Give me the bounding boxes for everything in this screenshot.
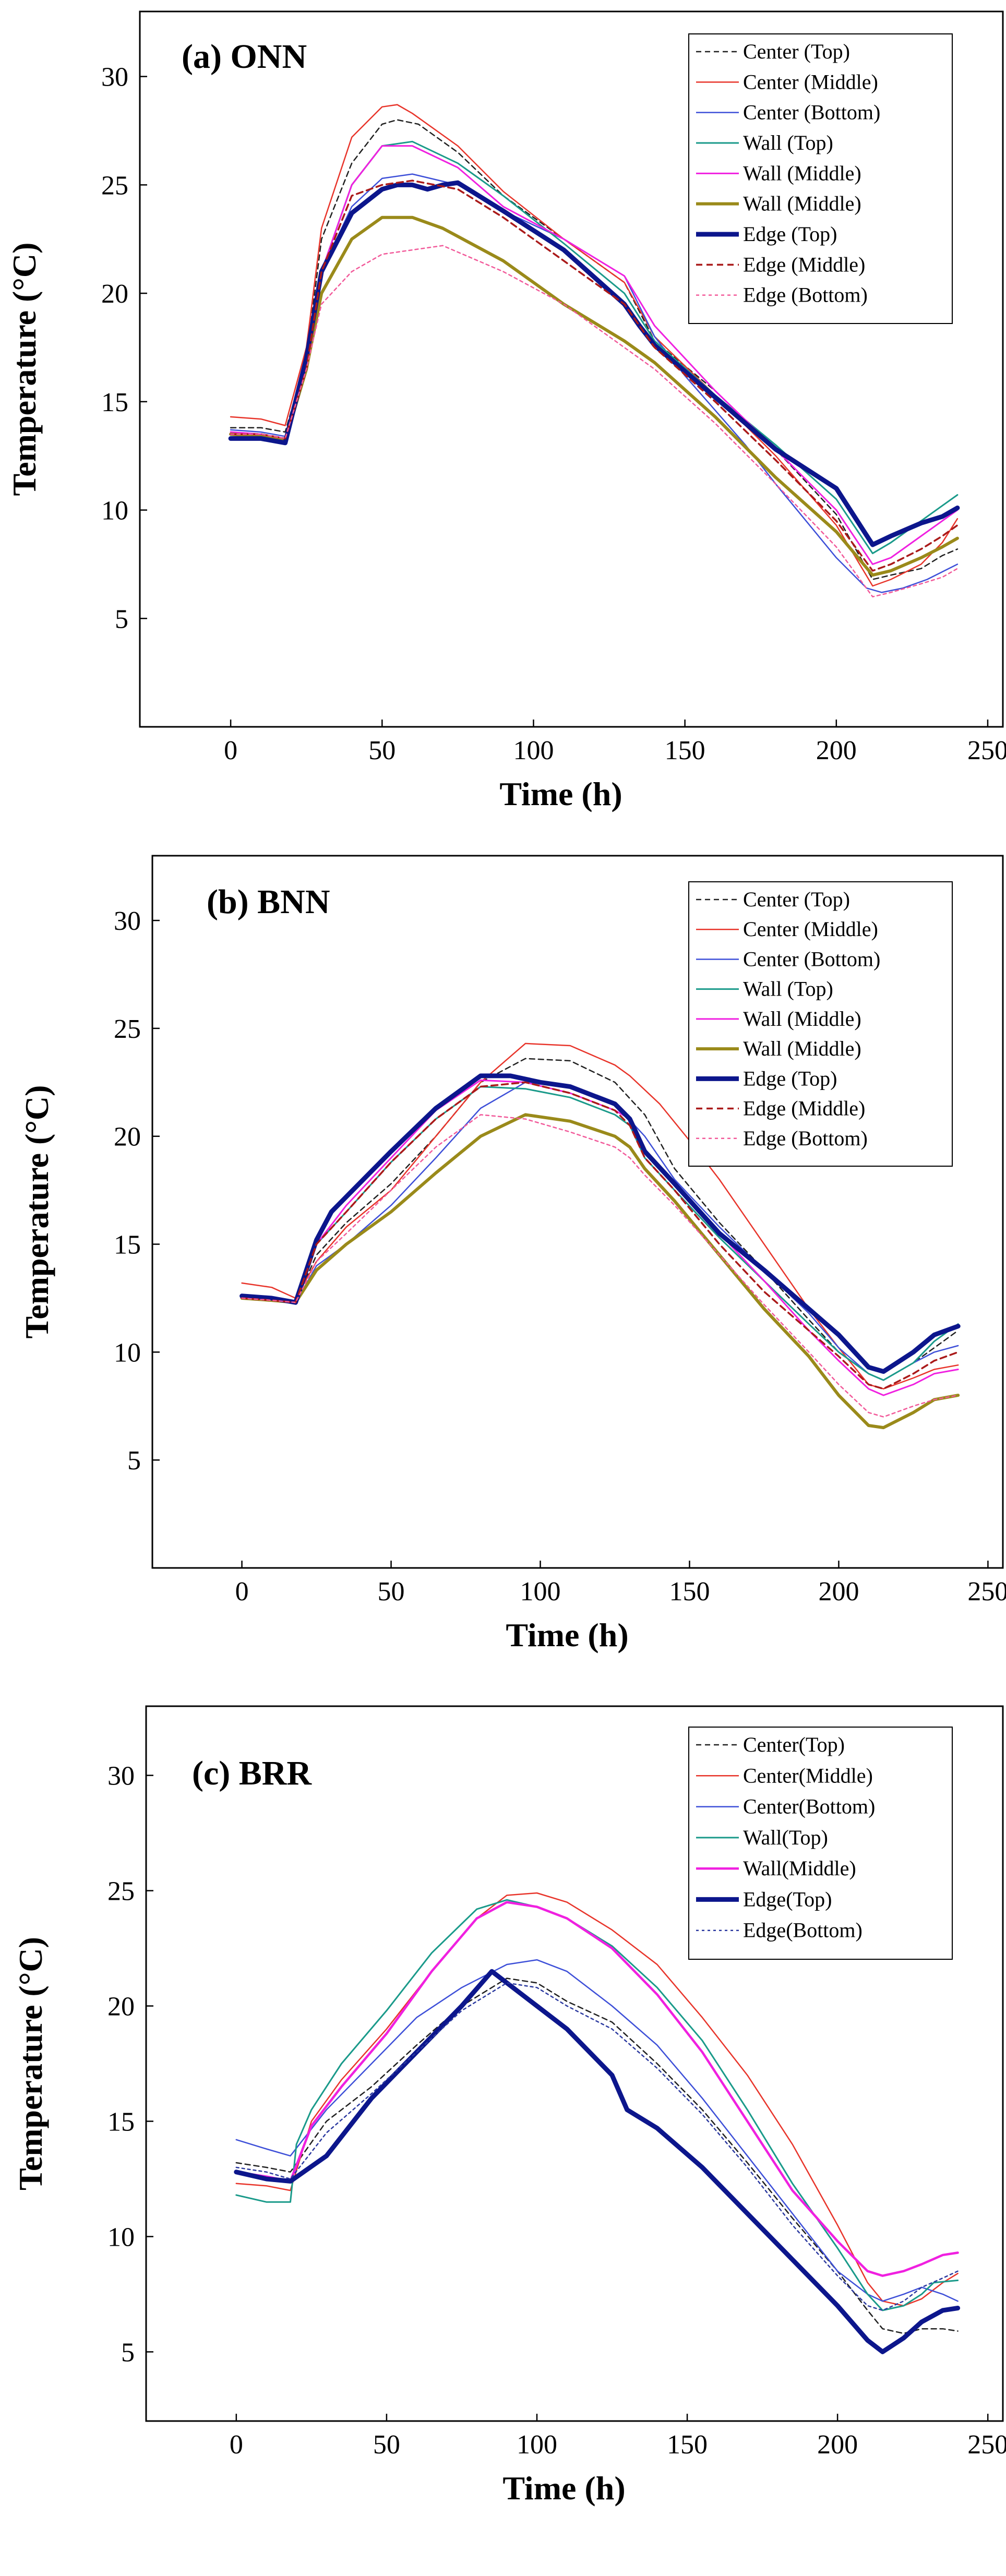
legend-label: Wall (Top) bbox=[743, 131, 833, 154]
legend: Center(Top) Center(Middle) Center(Bottom) W… bbox=[688, 1727, 953, 1960]
x-tick-label: 150 bbox=[665, 736, 705, 765]
legend: Center (Top) Center (Middle) Center (Botto… bbox=[688, 881, 953, 1167]
chart-title: (a) ONN bbox=[182, 38, 307, 76]
legend-label: Center (Middle) bbox=[743, 70, 878, 93]
x-tick-label: 0 bbox=[230, 2430, 243, 2460]
legend-label: Center(Middle) bbox=[743, 1764, 873, 1787]
y-tick-label: 10 bbox=[114, 1338, 141, 1368]
legend-label: Edge (Middle) bbox=[743, 1097, 865, 1120]
legend-label: Wall (Middle) bbox=[743, 1007, 861, 1031]
plot-frame bbox=[139, 10, 1004, 728]
x-axis-label: Time (h) bbox=[506, 1616, 628, 1654]
series-line-9 bbox=[241, 1114, 959, 1418]
legend-label: Center (Top) bbox=[743, 40, 850, 63]
x-tick-label: 100 bbox=[517, 2430, 557, 2460]
legend-label: Wall (Middle) bbox=[743, 161, 861, 185]
series-line-7 bbox=[239, 1073, 961, 1374]
y-tick-label: 5 bbox=[121, 2338, 135, 2367]
series-line-9 bbox=[230, 245, 959, 597]
chart-title: (b) BNN bbox=[207, 883, 330, 921]
y-tick-label: 20 bbox=[114, 1122, 141, 1152]
y-axis-label: Temperature (°C) bbox=[12, 1937, 49, 2190]
legend-label: Edge (Bottom) bbox=[743, 283, 868, 307]
plot-frame bbox=[151, 855, 1004, 1569]
legend-label: Wall (Middle) bbox=[743, 192, 861, 215]
legend-label: Center(Bottom) bbox=[743, 1795, 875, 1818]
y-tick-label: 20 bbox=[101, 279, 128, 309]
y-tick-label: 30 bbox=[114, 906, 141, 936]
y-tick-label: 5 bbox=[127, 1446, 141, 1476]
legend-label: Wall (Middle) bbox=[743, 1037, 861, 1060]
x-tick-label: 200 bbox=[818, 1577, 859, 1607]
legend-label: Center (Bottom) bbox=[743, 947, 880, 971]
y-tick-label: 25 bbox=[107, 1877, 135, 1907]
legend-label: Center (Bottom) bbox=[743, 101, 880, 124]
x-axis-label: Time (h) bbox=[502, 2470, 625, 2507]
series-line-7 bbox=[235, 1982, 959, 2311]
y-tick-label: 15 bbox=[114, 1230, 141, 1260]
chart-panel-3: 0 50 100 150 200 250 5 10 15 20 25 30 Time (h) Temper… bbox=[12, 1705, 1006, 2507]
x-tick-label: 50 bbox=[378, 1577, 405, 1607]
y-tick-label: 20 bbox=[107, 1992, 135, 2022]
y-tick-label: 25 bbox=[114, 1014, 141, 1044]
legend-label: Center (Top) bbox=[743, 888, 850, 911]
x-axis-label: Time (h) bbox=[499, 775, 622, 812]
series-line-3 bbox=[235, 1959, 959, 2302]
y-tick-label: 30 bbox=[107, 1762, 135, 1791]
y-axis-label: Temperature (°C) bbox=[6, 243, 43, 496]
legend-label: Center (Middle) bbox=[743, 917, 878, 941]
legend-label: Edge (Bottom) bbox=[743, 1127, 868, 1150]
x-tick-label: 0 bbox=[235, 1577, 249, 1607]
series-group bbox=[239, 1043, 961, 1430]
x-tick-label: 250 bbox=[967, 736, 1006, 765]
y-tick-label: 5 bbox=[115, 604, 128, 634]
x-tick-label: 150 bbox=[667, 2430, 708, 2460]
series-line-1 bbox=[230, 119, 959, 580]
chart-panel-2: 0 50 100 150 200 250 5 10 15 20 25 30 Time (h) Temper… bbox=[18, 855, 1006, 1654]
legend-box bbox=[688, 1727, 953, 1960]
x-tick-label: 50 bbox=[368, 736, 396, 765]
legend-label: Wall(Middle) bbox=[743, 1856, 856, 1880]
legend-label: Edge (Top) bbox=[743, 222, 837, 246]
x-tick-label: 250 bbox=[967, 1577, 1006, 1607]
legend-label: Center(Top) bbox=[743, 1733, 845, 1756]
series-group bbox=[228, 104, 960, 597]
x-tick-label: 200 bbox=[816, 736, 857, 765]
series-line-5 bbox=[235, 1901, 959, 2277]
x-tick-label: 0 bbox=[224, 736, 237, 765]
series-group bbox=[234, 1892, 961, 2354]
x-tick-label: 50 bbox=[373, 2430, 400, 2460]
series-line-8 bbox=[241, 1081, 959, 1390]
x-tick-label: 250 bbox=[967, 2430, 1006, 2460]
y-axis-label: Temperature (°C) bbox=[18, 1085, 55, 1339]
legend-label: Edge(Bottom) bbox=[743, 1919, 863, 1942]
series-line-6 bbox=[240, 1113, 960, 1430]
x-tick-label: 100 bbox=[520, 1577, 561, 1607]
chart-title: (c) BRR bbox=[192, 1754, 312, 1792]
x-tick-label: 100 bbox=[513, 736, 554, 765]
y-tick-label: 25 bbox=[101, 171, 128, 200]
plot-frame bbox=[145, 1705, 1004, 2422]
legend: Center (Top) Center (Middle) Center (Botto… bbox=[688, 33, 953, 324]
series-line-2 bbox=[230, 104, 959, 587]
y-tick-label: 15 bbox=[107, 2107, 135, 2137]
y-tick-label: 10 bbox=[107, 2222, 135, 2252]
series-line-8 bbox=[230, 179, 959, 572]
chart-panel-1: 0 50 100 150 200 250 5 10 15 20 25 30 Time (h) Temper… bbox=[6, 10, 1006, 812]
legend-label: Wall (Top) bbox=[743, 977, 833, 1001]
series-line-2 bbox=[235, 1892, 959, 2307]
legend-label: Edge(Top) bbox=[743, 1887, 832, 1911]
x-tick-label: 200 bbox=[817, 2430, 858, 2460]
x-tick-label: 150 bbox=[669, 1577, 710, 1607]
y-tick-label: 10 bbox=[101, 496, 128, 526]
y-tick-label: 15 bbox=[101, 388, 128, 417]
y-tick-label: 30 bbox=[101, 63, 128, 92]
series-line-6 bbox=[234, 1969, 961, 2354]
legend-label: Edge (Top) bbox=[743, 1067, 837, 1090]
series-line-1 bbox=[235, 1978, 959, 2334]
legend-label: Wall(Top) bbox=[743, 1826, 828, 1849]
legend-label: Edge (Middle) bbox=[743, 253, 865, 276]
